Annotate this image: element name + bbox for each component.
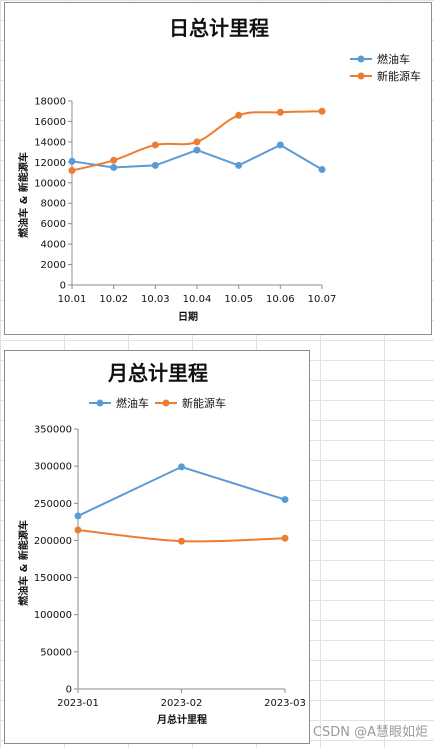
y-tick-label: 8000 — [41, 199, 66, 210]
data-point-fuel[interactable] — [281, 496, 289, 504]
data-point-fuel[interactable] — [235, 161, 243, 169]
y-tick-label: 10000 — [34, 178, 66, 189]
data-point-ev[interactable] — [178, 537, 185, 545]
y-tick-label: 4000 — [41, 240, 66, 251]
y-tick-label: 2000 — [41, 260, 66, 271]
watermark-text: CSDN @A慧眼如炬 — [312, 725, 428, 740]
legend-label-fuel: 燃油车 — [116, 396, 149, 410]
data-point-ev[interactable] — [318, 107, 326, 115]
legend-marker-ev — [357, 72, 365, 80]
data-point-fuel[interactable] — [151, 161, 159, 169]
data-point-fuel[interactable] — [193, 146, 201, 154]
data-point-ev[interactable] — [110, 156, 118, 164]
y-tick-label: 18000 — [34, 97, 66, 108]
y-tick-label: 250000 — [34, 499, 72, 510]
x-tick-label: 2023-02 — [161, 698, 203, 709]
legend-label-ev: 新能源车 — [182, 396, 226, 410]
y-axis-title: 燃油车 & 新能源车 — [17, 152, 30, 238]
data-point-ev[interactable] — [74, 526, 82, 534]
y-tick-label: 300000 — [34, 462, 72, 473]
y-tick-label: 6000 — [41, 219, 66, 230]
data-point-fuel[interactable] — [74, 512, 82, 520]
data-point-fuel[interactable] — [68, 157, 76, 165]
y-axis-title: 燃油车 & 新能源车 — [17, 520, 30, 606]
x-tick-label: 10.04 — [183, 294, 212, 305]
y-tick-label: 16000 — [34, 117, 66, 128]
data-point-fuel[interactable] — [178, 463, 185, 471]
x-axis-title: 月总计里程 — [156, 713, 207, 726]
x-tick-label: 2023-01 — [57, 698, 99, 709]
y-tick-label: 150000 — [34, 573, 72, 584]
chart-title: 月总计里程 — [107, 361, 208, 385]
monthly-chart-svg: 月总计里程 0 50000 100000 150000 200000 250000 3000… — [17, 361, 306, 726]
x-tick-label: 10.03 — [141, 294, 170, 305]
series-line-fuel — [77, 465, 286, 517]
x-tick-label: 10.05 — [224, 294, 253, 305]
data-point-ev[interactable] — [151, 141, 159, 149]
legend-label-ev: 新能源车 — [377, 69, 421, 83]
monthly-mileage-chart[interactable]: 月总计里程 0 50000 100000 150000 200000 250000 3000… — [4, 350, 310, 744]
y-tick-label: 14000 — [34, 137, 66, 148]
x-tick-label: 10.01 — [58, 294, 87, 305]
x-tick-label: 10.02 — [99, 294, 128, 305]
legend-label-fuel: 燃油车 — [377, 52, 410, 66]
x-tick-label: 2023-03 — [264, 698, 306, 709]
x-tick-label: 10.06 — [266, 294, 295, 305]
data-point-fuel[interactable] — [318, 165, 326, 173]
data-point-ev[interactable] — [235, 111, 243, 119]
y-tick-label: 0 — [60, 281, 66, 292]
x-axis-title: 日期 — [178, 310, 198, 323]
x-tick-label: 10.07 — [308, 294, 337, 305]
data-point-fuel[interactable] — [110, 163, 118, 171]
daily-chart-svg: 日总计里程 0 2000 4000 6000 8000 10000 12000 14000 16… — [17, 16, 421, 323]
chart-title: 日总计里程 — [169, 16, 269, 40]
legend-marker-ev — [162, 399, 170, 407]
y-tick-label: 200000 — [34, 536, 72, 547]
y-tick-label: 350000 — [34, 425, 72, 436]
data-point-ev[interactable] — [276, 108, 284, 116]
data-point-ev[interactable] — [193, 138, 201, 146]
y-tick-label: 50000 — [40, 647, 72, 658]
legend-marker-fuel — [96, 399, 104, 407]
data-point-ev[interactable] — [281, 534, 289, 542]
legend-marker-fuel — [357, 55, 365, 63]
daily-mileage-chart[interactable]: 日总计里程 0 2000 4000 6000 8000 10000 12000 14000 16… — [4, 2, 432, 335]
y-tick-label: 0 — [66, 685, 72, 696]
y-tick-label: 12000 — [34, 158, 66, 169]
data-point-fuel[interactable] — [276, 141, 284, 149]
y-tick-label: 100000 — [34, 610, 72, 621]
data-point-ev[interactable] — [68, 167, 76, 175]
